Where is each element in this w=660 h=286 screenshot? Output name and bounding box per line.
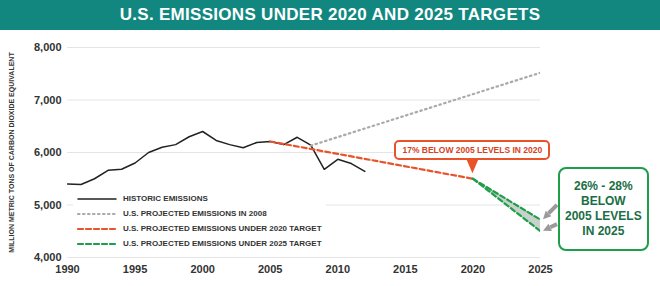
svg-text:2015: 2015 bbox=[393, 263, 417, 275]
html-text:U.S. PROJECTED EMISSIONS UNDER: U.S. PROJECTED EMISSIONS UNDER 2020 TARG… bbox=[123, 224, 322, 233]
svg-text:6,000: 6,000 bbox=[34, 146, 62, 158]
html-text:2005 LEVELS: 2005 LEVELS bbox=[565, 209, 642, 223]
svg-text:1995: 1995 bbox=[123, 263, 147, 275]
svg-text:2020: 2020 bbox=[461, 263, 485, 275]
svg-text:2005: 2005 bbox=[258, 263, 282, 275]
svg-text:7,000: 7,000 bbox=[34, 94, 62, 106]
html-text:IN 2025: IN 2025 bbox=[582, 224, 625, 238]
svg-text:MILLION METRIC TONS OF CARBON: MILLION METRIC TONS OF CARBON DIOXIDE EQ… bbox=[8, 52, 16, 253]
html-text:U.S. EMISSIONS UNDER 2020 AND: U.S. EMISSIONS UNDER 2020 AND 2025 TARGE… bbox=[119, 5, 541, 24]
svg-text:1990: 1990 bbox=[55, 263, 79, 275]
html-text:BELOW: BELOW bbox=[581, 194, 626, 208]
html-text:17% BELOW 2005 LEVELS IN 2020: 17% BELOW 2005 LEVELS IN 2020 bbox=[402, 145, 543, 156]
svg-text:2000: 2000 bbox=[190, 263, 214, 275]
html-text:U.S. PROJECTED EMISSIONS IN 20: U.S. PROJECTED EMISSIONS IN 2008 bbox=[123, 209, 267, 218]
svg-text:2010: 2010 bbox=[326, 263, 350, 275]
svg-text:8,000: 8,000 bbox=[34, 41, 62, 53]
svg-text:2025: 2025 bbox=[528, 263, 552, 275]
html-text:HISTORIC EMISSIONS: HISTORIC EMISSIONS bbox=[123, 194, 208, 203]
svg-text:5,000: 5,000 bbox=[34, 199, 62, 211]
svg-text:4,000: 4,000 bbox=[34, 251, 62, 263]
html-text:26% - 28%: 26% - 28% bbox=[574, 179, 633, 193]
html-text:U.S. PROJECTED EMISSIONS UNDER: U.S. PROJECTED EMISSIONS UNDER 2025 TARG… bbox=[123, 239, 322, 248]
